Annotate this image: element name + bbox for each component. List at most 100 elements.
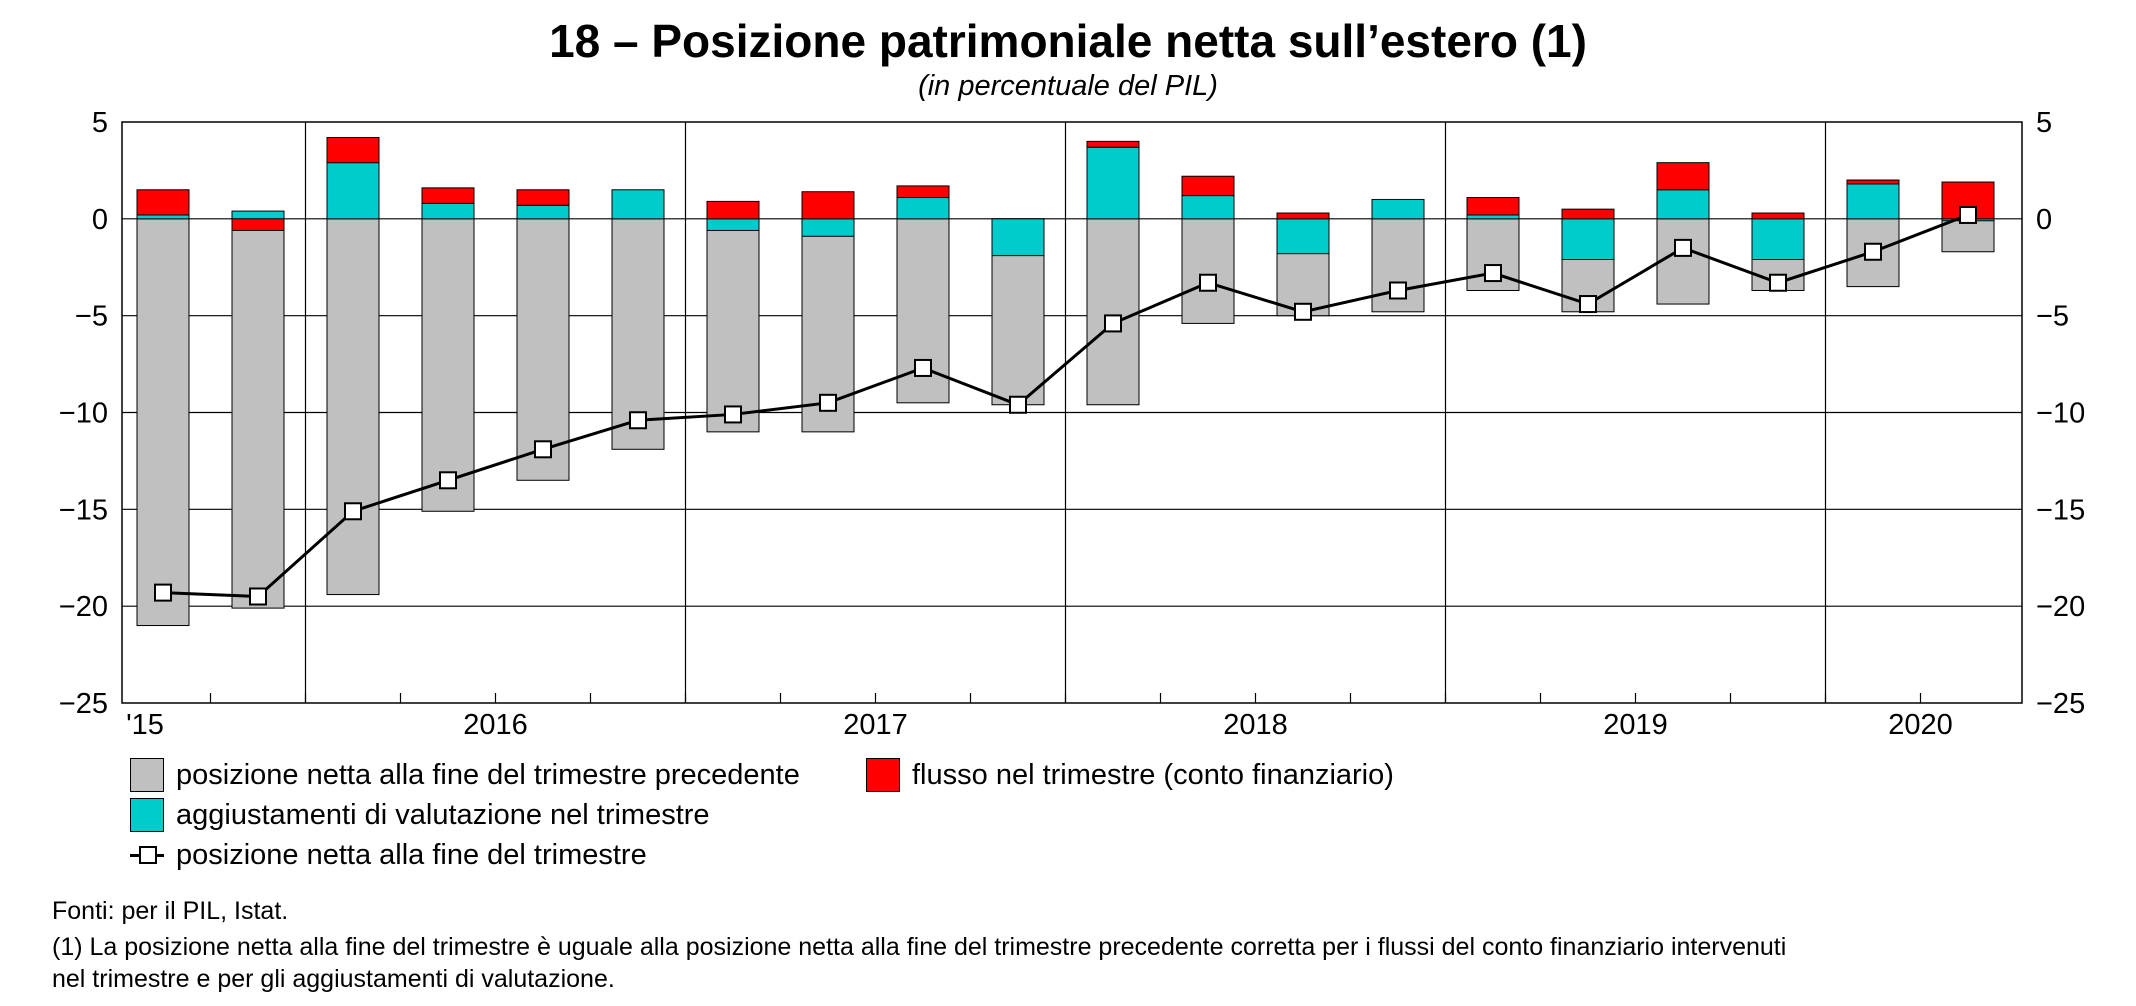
x-year-label: 2018 [1223,709,1288,741]
y-tick-label-right: 5 [2036,107,2052,139]
line-marker [724,405,742,424]
bar-valuation [1751,218,1805,261]
y-tick-label-right: −20 [2036,591,2085,623]
bar-flow [801,191,855,220]
x-year-label: 2020 [1888,709,1953,741]
bar-valuation [516,204,570,220]
y-tick-label-left: 0 [92,204,108,236]
legend-item-end-position: posizione netta alla fine del trimestre [130,835,647,875]
bar-valuation [611,189,665,220]
line-marker [819,393,837,412]
line-marker [344,502,362,521]
bar-flow [1466,197,1520,216]
footnote-line-1: (1) La posizione netta alla fine del tri… [52,933,1787,961]
line-marker [1864,242,1882,261]
line-marker [914,358,932,377]
y-tick-label-right: 0 [2036,204,2052,236]
chart-subtitle: (in percentuale del PIL) [918,70,1218,102]
line-marker [249,587,267,606]
bar-flow [136,189,190,216]
legend-item-flow: flusso nel trimestre (conto finanziario) [866,755,1394,795]
line-marker [1199,273,1217,292]
footnote-line-2: nel trimestre e per gli aggiustamenti di… [52,965,615,993]
bar-valuation [421,202,475,220]
x-year-label: 2016 [463,709,528,741]
bar-valuation [706,218,760,231]
bar-valuation [991,218,1045,257]
bar-valuation [1846,179,1900,220]
bar-flow [896,185,950,199]
bar-previous-position [1656,218,1710,305]
bar-valuation [1086,146,1140,220]
y-tick-label-right: −10 [2036,398,2085,430]
legend-swatch-red [866,758,900,792]
bar-previous-position [706,218,760,433]
bar-flow [516,189,570,206]
y-tick-label-left: −10 [59,398,108,430]
chart-title: 18 – Posizione patrimoniale netta sull’e… [549,15,1587,67]
line-marker [1769,273,1787,292]
plot-frame [121,121,2023,704]
legend-item-valuation: aggiustamenti di valutazione nel trimest… [130,795,710,835]
y-tick-label-right: −15 [2036,494,2085,526]
legend-label-previous-position: posizione netta alla fine del trimestre … [176,758,800,791]
legend-item-previous-position: posizione netta alla fine del trimestre … [130,755,800,795]
bar-valuation [1466,214,1520,220]
bar-flow [1276,212,1330,220]
bar-valuation [1371,198,1425,220]
line-marker [154,583,172,602]
bar-valuation [326,162,380,220]
bar-previous-position [1181,218,1235,324]
bar-valuation [1181,195,1235,220]
bar-previous-position [1941,218,1995,253]
y-tick-label-left: −25 [59,688,108,720]
x-year-label: 2017 [843,709,908,741]
bar-previous-position [231,218,285,609]
line-marker [534,440,552,459]
legend-label-valuation: aggiustamenti di valutazione nel trimest… [176,798,710,831]
source-note: Fonti: per il PIL, Istat. [52,897,289,925]
line-marker [1389,281,1407,300]
bar-previous-position [136,218,190,627]
x-year-label: '15 [126,709,164,741]
line-marker [1104,314,1122,333]
bar-flow [1561,208,1615,220]
line-end-position [162,213,1969,599]
bar-valuation [1276,218,1330,255]
legend-swatch-gray [130,758,164,792]
bar-flow [1086,140,1140,148]
legend-label-flow: flusso nel trimestre (conto finanziario) [912,758,1394,791]
bar-valuation [1656,189,1710,220]
y-tick-label-left: −20 [59,591,108,623]
bar-previous-position [516,218,570,481]
y-tick-label-left: −5 [75,301,108,333]
bar-previous-position [611,218,665,450]
line-marker [1579,295,1597,314]
bar-previous-position [421,218,475,512]
bar-flow [1751,212,1805,220]
legend-line-marker-icon [130,838,164,872]
line-marker [439,471,457,490]
bar-flow [1656,162,1710,191]
line-marker [1674,238,1692,257]
bar-valuation [1561,218,1615,261]
bar-valuation [801,218,855,237]
y-tick-label-right: −25 [2036,688,2085,720]
bar-valuation [896,197,950,220]
legend-label-end-position: posizione netta alla fine del trimestre [176,838,647,871]
bar-flow [706,200,760,220]
line-marker [629,411,647,430]
bar-valuation [136,214,190,220]
bar-previous-position [1086,218,1140,406]
legend-swatch-cyan [130,798,164,832]
bar-previous-position [326,218,380,596]
bar-valuation [231,210,285,220]
x-year-label: 2019 [1603,709,1668,741]
bar-flow [231,218,285,231]
line-marker [1009,395,1027,414]
y-tick-label-right: −5 [2036,301,2069,333]
bar-flow [421,187,475,204]
line-marker [1294,302,1312,321]
line-marker [1959,205,1977,224]
